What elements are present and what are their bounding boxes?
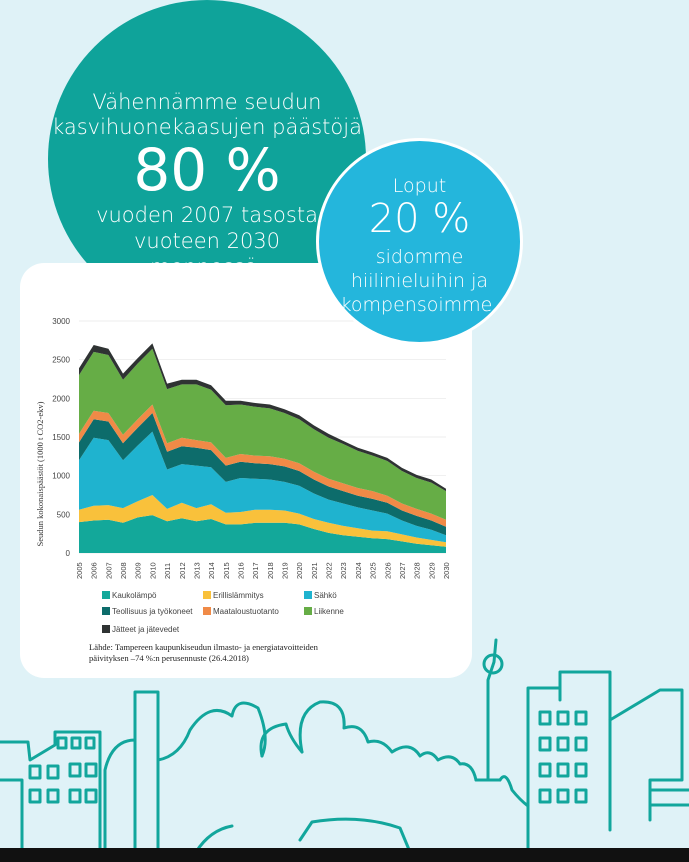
x-tick-label: 2026 — [383, 562, 392, 579]
x-tick-label: 2017 — [251, 562, 260, 579]
x-tick-label: 2027 — [398, 562, 407, 579]
legend-item: Kaukolämpö — [102, 591, 156, 600]
x-tick-label: 2022 — [325, 562, 334, 579]
x-tick-label: 2010 — [148, 562, 157, 579]
source-line-1: Lähde: Tampereen kaupunkiseudun ilmasto-… — [89, 642, 318, 652]
remainder-line-3: hiilinieluihin ja — [350, 270, 489, 292]
remainder-percentage: 20 % — [368, 196, 471, 242]
x-tick-label: 2006 — [90, 562, 99, 579]
legend-label: Teollisuus ja työkoneet — [112, 607, 193, 616]
y-tick-label: 1500 — [52, 433, 70, 442]
x-tick-label: 2024 — [354, 562, 363, 579]
remainder-line-1: Loput — [392, 175, 447, 197]
x-tick-label: 2028 — [413, 562, 422, 579]
area-series-erillislämmitys — [79, 495, 446, 547]
x-tick-label: 2023 — [339, 562, 348, 579]
legend-item: Maataloustuotanto — [203, 607, 279, 616]
claim-line-2: kasvihuonekaasujen päästöjä — [52, 115, 362, 139]
x-tick-label: 2021 — [310, 562, 319, 579]
y-tick-label: 0 — [66, 549, 71, 558]
x-tick-label: 2012 — [178, 562, 187, 579]
legend-label: Kaukolämpö — [112, 591, 157, 600]
x-tick-label: 2016 — [237, 562, 246, 579]
legend-item: Erillislämmitys — [203, 591, 264, 600]
legend-label: Liikenne — [314, 607, 344, 616]
x-tick-label: 2019 — [281, 562, 290, 579]
claim-line-3: vuoden 2007 tasosta — [96, 203, 318, 227]
legend-swatch — [102, 625, 110, 633]
x-tick-label: 2025 — [369, 562, 378, 579]
legend-item: Teollisuus ja työkoneet — [102, 607, 193, 616]
legend-label: Sähkö — [314, 591, 337, 600]
area-series-teollisuus-ja-työkoneet — [79, 413, 446, 536]
remainder-line-4: kompensoimme. — [340, 294, 499, 316]
legend-swatch — [102, 607, 110, 615]
x-tick-label: 2020 — [295, 562, 304, 579]
claim-percentage: 80 % — [133, 136, 281, 204]
x-tick-label: 2013 — [192, 562, 201, 579]
x-tick-label: 2011 — [163, 563, 172, 579]
y-tick-label: 2000 — [52, 394, 70, 403]
area-series-sähkö — [79, 431, 446, 543]
legend-swatch — [203, 591, 211, 599]
x-tick-label: 2009 — [134, 562, 143, 579]
x-tick-label: 2029 — [427, 562, 436, 579]
area-series-liikenne — [79, 348, 446, 520]
remainder-line-2: sidomme — [375, 246, 464, 268]
x-tick-label: 2008 — [119, 562, 128, 579]
x-tick-label: 2030 — [442, 562, 451, 579]
x-tick-label: 2005 — [75, 562, 84, 579]
y-tick-label: 2500 — [52, 356, 70, 365]
y-tick-label: 1000 — [52, 472, 70, 481]
legend-swatch — [102, 591, 110, 599]
x-tick-label: 2007 — [104, 562, 113, 579]
claim-line-4: vuoteen 2030 — [133, 229, 281, 253]
bottom-border — [0, 848, 689, 862]
legend-label: Erillislämmitys — [213, 591, 264, 600]
y-axis-label: Seudun kokonaispäästöt (1000 t CO2-ekv) — [35, 401, 45, 546]
x-tick-label: 2018 — [266, 562, 275, 579]
legend-label: Jätteet ja jätevedet — [112, 625, 180, 634]
y-tick-label: 3000 — [52, 317, 70, 326]
legend-swatch — [203, 607, 211, 615]
x-tick-label: 2014 — [207, 562, 216, 579]
x-tick-label: 2015 — [222, 562, 231, 579]
area-series-kaukolämpö — [79, 515, 446, 553]
chart-source: Lähde: Tampereen kaupunkiseudun ilmasto-… — [89, 642, 449, 664]
y-tick-label: 500 — [57, 510, 71, 519]
legend-item: Sähkö — [304, 591, 337, 600]
legend-item: Liikenne — [304, 607, 344, 616]
remainder-circle: Loput 20 % sidomme hiilinieluihin ja kom… — [316, 138, 523, 345]
source-line-2: päivityksen –74 %:n perusennuste (26.4.2… — [89, 653, 249, 663]
legend-label: Maataloustuotanto — [213, 607, 279, 616]
claim-line-1: Vähennämme seudun — [92, 90, 322, 114]
legend-item: Jätteet ja jätevedet — [102, 625, 179, 634]
legend-swatch — [304, 607, 312, 615]
legend-swatch — [304, 591, 312, 599]
